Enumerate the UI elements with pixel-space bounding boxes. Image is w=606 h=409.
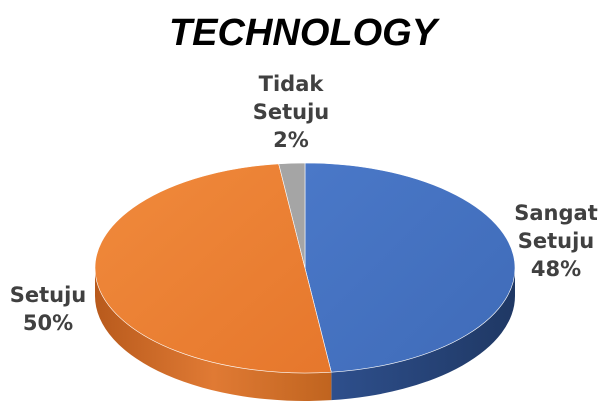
slice-side-setuju [95,268,332,402]
slice-sangat-setuju [304,162,516,373]
slice-percent-label: 50% [23,311,73,335]
slice-side-sangat-setuju [331,268,515,401]
slice-tidak-setuju [278,162,306,269]
slice-name-label: Tidak [259,72,325,96]
slice-name-label: Setuju [518,229,595,253]
slice-setuju [94,163,332,374]
slice-labels: Sangat Setuju 48% Setuju 50% Tidak Setuju 2% [10,72,598,335]
slice-percent-label: 48% [531,257,581,281]
slice-name-label: Sangat [514,201,598,225]
chart-title: TECHNOLOGY [169,12,441,54]
slice-name-label: Setuju [10,283,87,307]
label-sangat-setuju: Sangat Setuju 48% [514,201,598,281]
label-setuju: Setuju 50% [10,283,87,335]
label-tidak-setuju: Tidak Setuju 2% [253,72,330,152]
pie-slices [94,162,516,402]
slice-percent-label: 2% [273,128,309,152]
slice-name-label: Setuju [253,100,330,124]
